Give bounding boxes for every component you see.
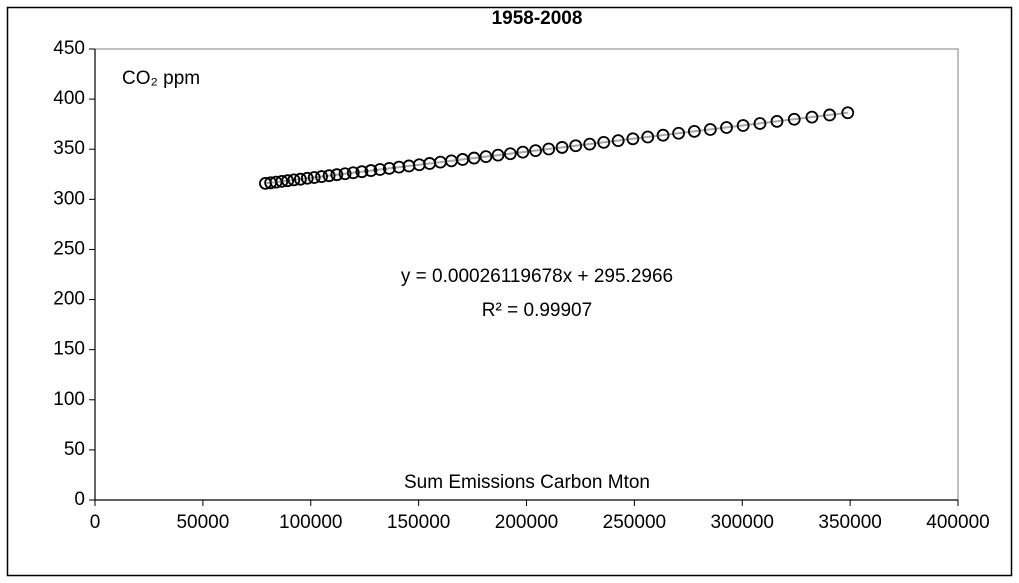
x-tick-label: 100000 — [279, 512, 342, 533]
data-point — [392, 160, 406, 174]
y-tick-label: 200 — [53, 289, 85, 310]
data-point — [736, 119, 750, 132]
data-point — [687, 124, 701, 138]
data-point — [382, 161, 396, 175]
data-point — [467, 151, 481, 165]
data-point — [703, 123, 717, 136]
y-axis-label: CO₂ ppm — [122, 68, 200, 89]
data-point — [529, 144, 542, 158]
chart-title: 1958-2008 — [492, 8, 583, 29]
data-point — [346, 166, 360, 180]
data-point — [287, 173, 301, 187]
x-tick-label: 150000 — [387, 512, 450, 533]
data-point — [516, 145, 530, 159]
trendline-equation: y = 0.00026119678x + 295.2966 — [401, 266, 673, 287]
data-point — [787, 112, 801, 126]
y-tick-label: 50 — [64, 439, 85, 460]
data-point — [583, 137, 597, 151]
data-point — [555, 141, 569, 154]
data-point — [672, 126, 686, 140]
y-tick-label: 450 — [53, 38, 85, 59]
data-point — [569, 139, 583, 153]
y-tick-label: 250 — [53, 238, 85, 259]
data-point — [656, 128, 670, 142]
data-point — [641, 130, 655, 144]
x-tick-label: 0 — [90, 512, 101, 533]
data-point — [770, 114, 784, 128]
data-point — [315, 170, 328, 183]
data-point — [307, 171, 321, 184]
chart-border — [6, 6, 1013, 577]
data-point — [542, 142, 556, 156]
data-point — [720, 121, 733, 134]
x-axis-label: Sum Emissions Carbon Mton — [404, 472, 650, 493]
data-point — [281, 174, 295, 188]
data-point — [805, 110, 819, 124]
data-point — [300, 171, 314, 185]
data-point — [322, 169, 336, 183]
trendline-r2: R² = 0.99907 — [482, 300, 592, 321]
data-point — [330, 168, 344, 182]
data-point — [479, 150, 493, 164]
data-point — [293, 172, 307, 186]
data-point — [626, 132, 640, 146]
data-point — [597, 136, 611, 149]
data-point — [364, 164, 378, 177]
y-tick-label: 150 — [53, 339, 85, 360]
data-point — [611, 134, 625, 148]
x-tick-label: 400000 — [926, 512, 989, 533]
data-point — [373, 163, 387, 176]
data-point — [355, 165, 369, 179]
data-point — [503, 147, 517, 161]
y-tick-label: 300 — [53, 188, 85, 209]
data-point — [841, 106, 855, 120]
data-point — [491, 148, 505, 162]
data-point — [753, 117, 767, 130]
x-tick-label: 350000 — [818, 512, 881, 533]
x-tick-label: 50000 — [176, 512, 229, 533]
data-point — [823, 108, 837, 122]
y-tick-label: 0 — [74, 489, 85, 510]
x-tick-label: 300000 — [711, 512, 774, 533]
data-point — [338, 167, 352, 181]
x-tick-label: 200000 — [495, 512, 558, 533]
y-tick-label: 100 — [53, 389, 85, 410]
y-tick-label: 350 — [53, 138, 85, 159]
data-point — [275, 174, 289, 188]
y-tick-label: 400 — [53, 88, 85, 109]
x-tick-label: 250000 — [603, 512, 666, 533]
